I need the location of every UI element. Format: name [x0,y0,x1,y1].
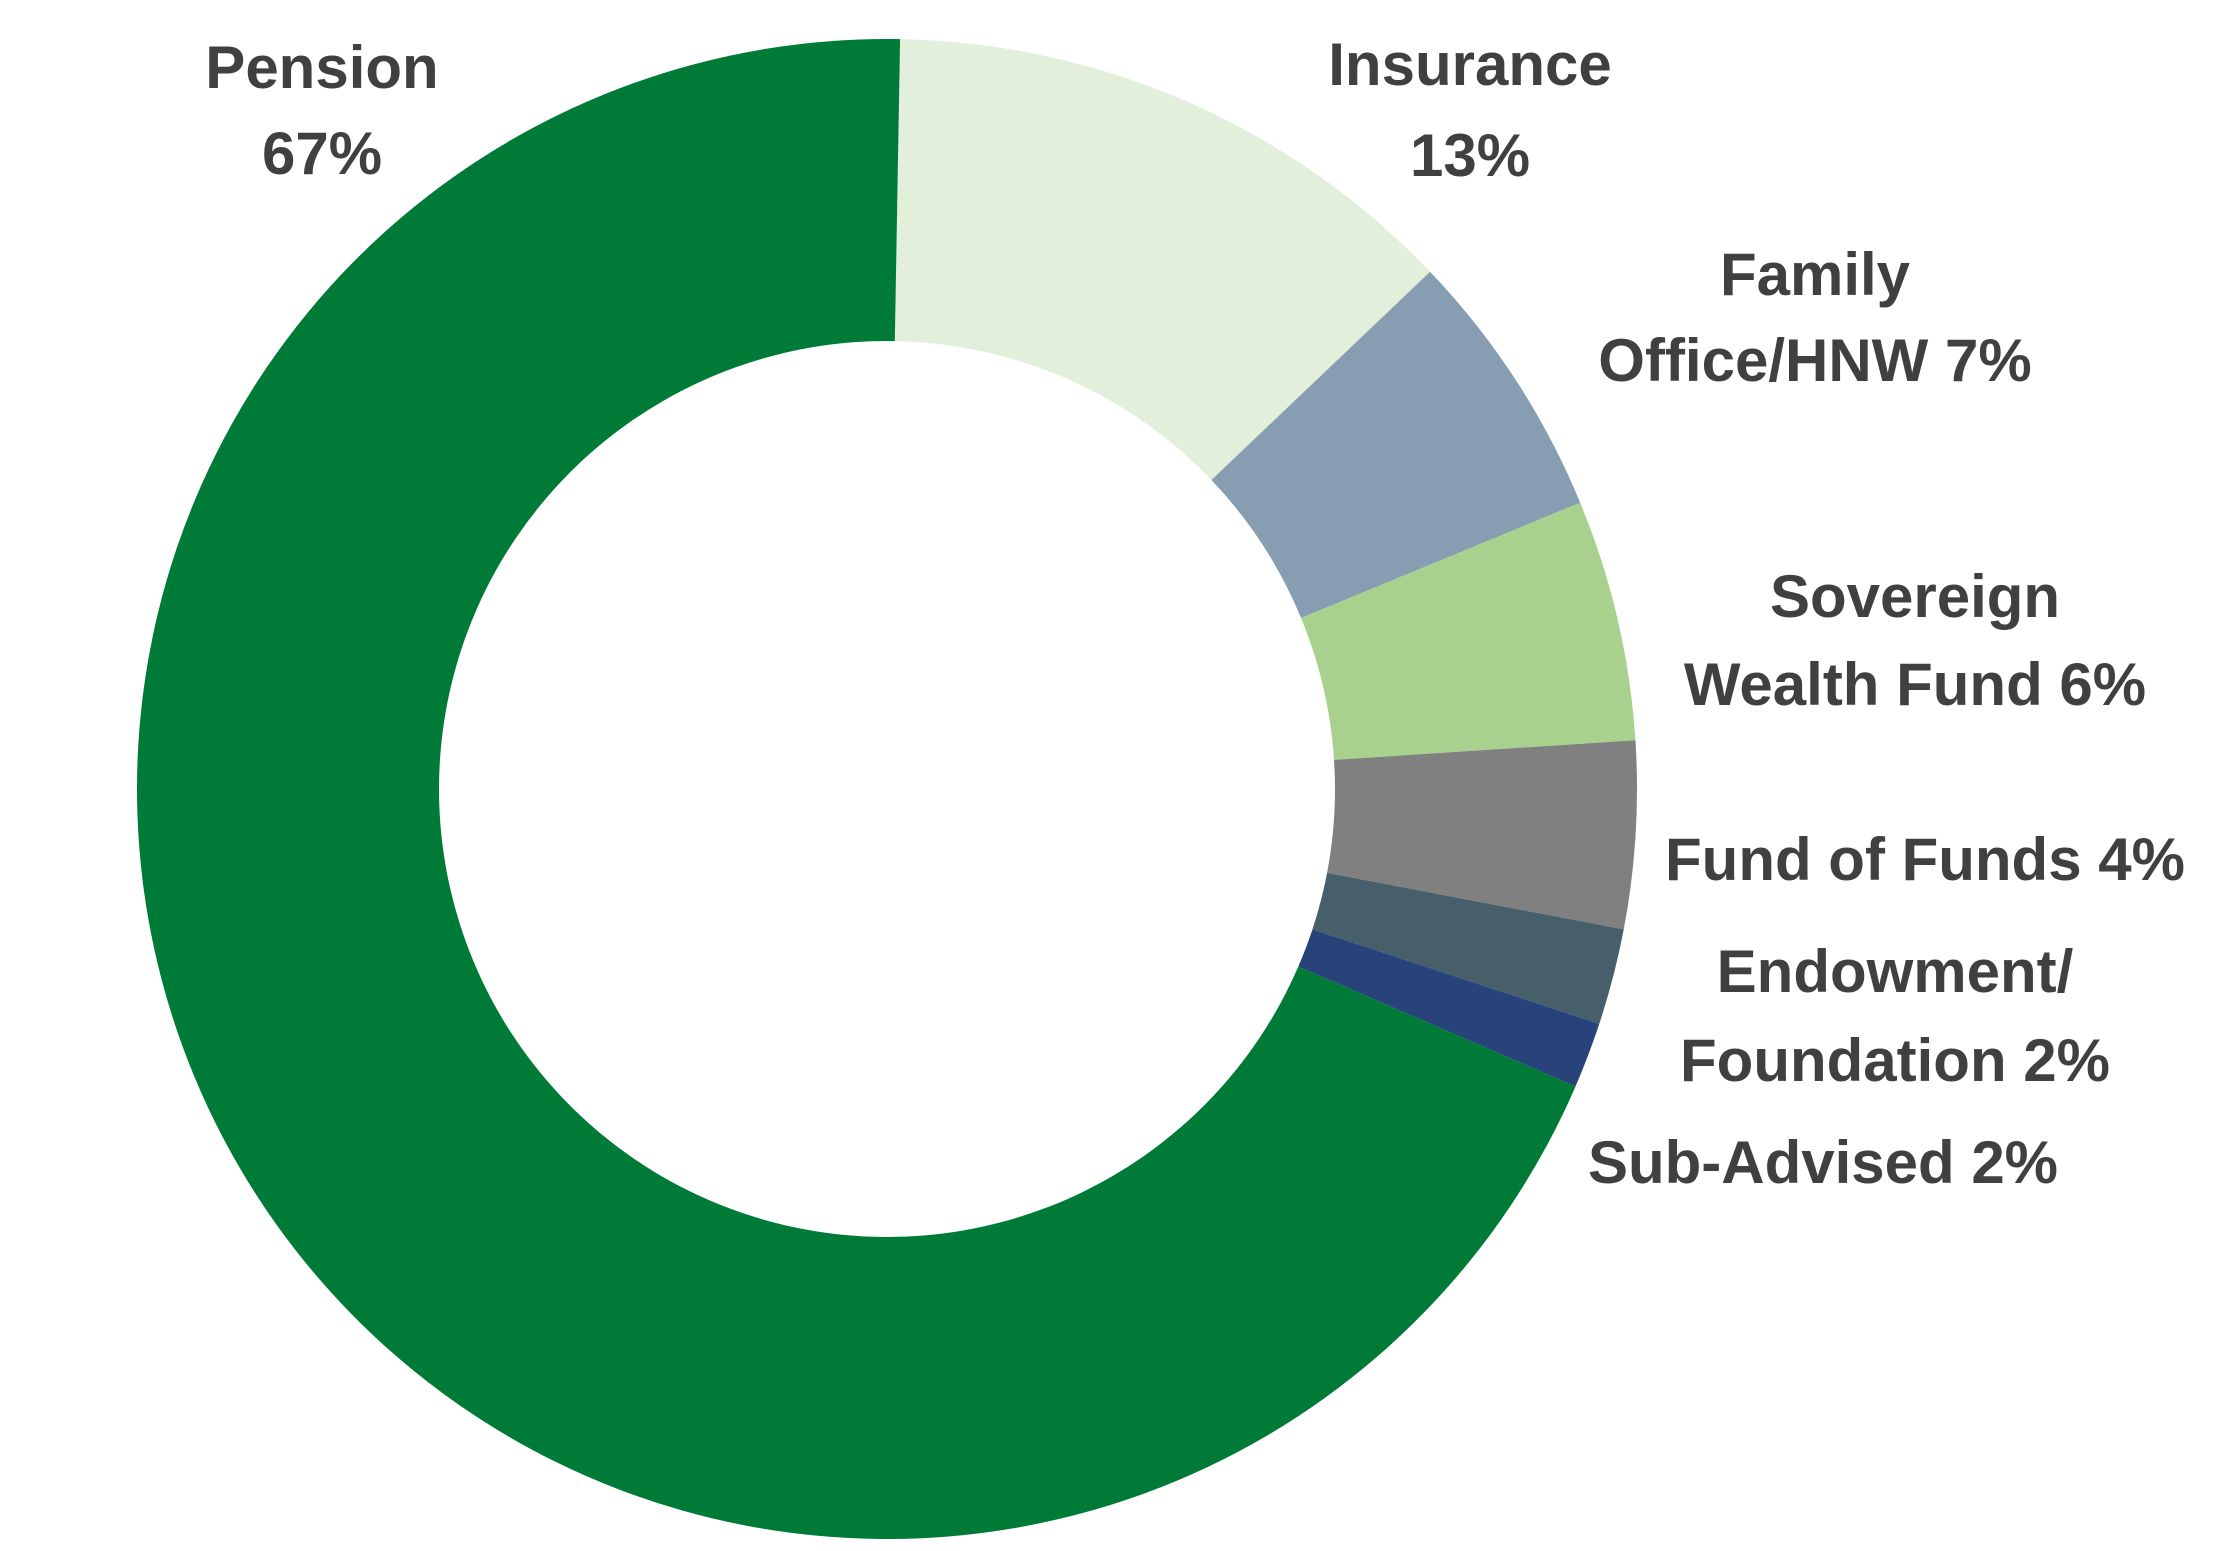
label-line: Insurance [1328,31,1611,98]
slice-labels: Pension 67% Insurance 13% Family Office/HNW 7… [205,31,2185,1196]
label-pension: Pension 67% [205,34,438,187]
label-line: Pension [205,34,438,101]
label-line: Foundation 2% [1680,1027,2110,1094]
label-line: Sub-Advised 2% [1588,1129,2058,1196]
label-line: 67% [262,120,382,187]
label-line: Fund of Funds 4% [1665,826,2185,893]
label-line: Sovereign [1770,563,2060,630]
label-endowment-foundation: Endowment/Foundation 2% [1680,938,2110,1094]
label-line: Endowment/ [1717,938,2074,1005]
label-sub-advised: Sub-Advised 2% [1588,1129,2058,1196]
slice-endowment-foundation [1312,872,1624,1024]
label-insurance: Insurance 13% [1328,31,1611,189]
slice-pension [137,39,1576,1539]
slice-sovereign-wealth-fund [1301,502,1636,760]
donut-slices [137,39,1637,1539]
slice-insurance [894,39,1431,481]
label-fund-of-funds: Fund of Funds 4% [1665,826,2185,893]
label-line: Wealth Fund 6% [1684,651,2146,718]
label-sovereign-wealth-fund: Sovereign Wealth Fund 6% [1684,563,2146,718]
slice-sub-advised [1298,929,1600,1087]
slice-fund-of-funds [1327,740,1637,930]
slice-family-office-hnw [1211,271,1581,618]
label-line: Family [1720,241,1911,308]
label-line: 13% [1410,122,1530,189]
label-line: Office/HNW 7% [1598,327,2031,394]
label-family-office-hnw: Family Office/HNW 7% [1598,241,2031,394]
